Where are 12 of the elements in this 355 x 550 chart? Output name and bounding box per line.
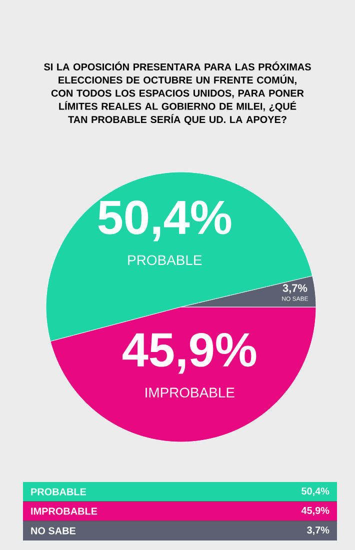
category-label: NO SABE bbox=[31, 527, 76, 534]
slice-label: IMPROBABLE bbox=[146, 388, 234, 398]
text: 50,4% bbox=[302, 488, 330, 496]
slice-label: IMPROBABLE bbox=[31, 508, 98, 515]
data-label: 3,7% bbox=[282, 284, 308, 294]
chart-title: SI LA OPOSICIÓN PRESENTARA PARA LAS PRÓXIMAS ELECCIONES DE OCTUBRE UN FRENTE COMÚN, CON TODOS LOS ESPACIOS UNIDOS, PARA PONER LÍMITES REALES AL GOBIERNO DE MILEI, ¿QUÉ TAN PROBABLE SERÍA QUE UD. LA APOYE? bbox=[44, 62, 311, 125]
category-label: PROBABLE bbox=[31, 488, 86, 496]
data-label: 50,4% bbox=[98, 200, 232, 242]
slice-label: PROBABLE bbox=[128, 255, 202, 266]
text: 3,7% bbox=[307, 526, 330, 536]
text: 45,9% bbox=[301, 506, 330, 516]
data-label: 45,9% bbox=[122, 332, 256, 374]
